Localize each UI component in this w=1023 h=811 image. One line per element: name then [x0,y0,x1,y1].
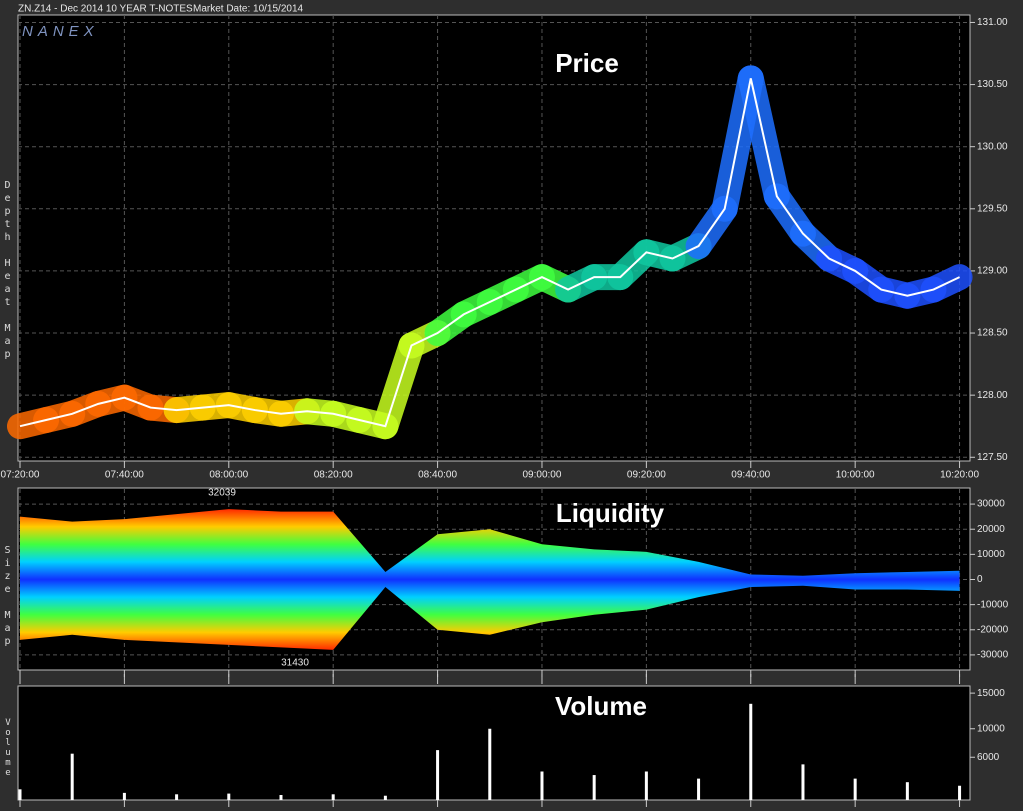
x-tick-label: 09:20:00 [627,470,666,481]
volume-bar [383,795,387,800]
x-tick-label: 10:20:00 [940,470,979,481]
market-date: Market Date: 10/15/2014 [193,4,304,15]
y-tick-label: 129.50 [977,203,1008,214]
symbol: ZN.Z14 - Dec 2014 10 YEAR T-NOTES [18,4,193,15]
volume-bar [279,795,283,800]
volume-y-label: Volume [3,718,13,778]
price-line [19,78,960,428]
volume-bar [697,778,701,800]
y-tick-label: 129.00 [977,266,1008,277]
price-y-label: Depth Heat Map [2,180,13,362]
volume-bar [18,789,22,800]
volume-bar [801,764,805,800]
y-tick-label: -10000 [977,599,1009,610]
volume-bar [853,778,857,800]
y-tick-label: 130.00 [977,141,1008,152]
x-tick-label: 08:00:00 [209,470,248,481]
x-tick-label: 09:00:00 [523,470,562,481]
brand: NANEX [22,23,99,40]
panel-title: Price [555,48,619,78]
y-tick-label: -30000 [977,650,1009,661]
annotation: 31430 [281,658,309,669]
x-tick-label: 09:40:00 [731,470,770,481]
volume-bar [436,750,440,800]
volume-bar [122,792,126,800]
y-tick-label: 30000 [977,499,1005,510]
y-tick-label: 10000 [977,549,1005,560]
volume-bar [958,785,962,800]
y-tick-label: -20000 [977,624,1009,635]
panel-title: Volume [555,691,647,721]
y-tick-label: 130.50 [977,79,1008,90]
volume-bar [644,771,648,800]
panel-title: Liquidity [556,498,665,528]
volume-bar [175,794,179,800]
liquidity-area [20,579,960,650]
volume-bar [749,703,753,800]
volume-bar [227,793,231,800]
x-tick-label: 07:20:00 [1,470,40,481]
volume-bar [592,775,596,800]
y-tick-label: 10000 [977,723,1005,734]
y-tick-label: 128.50 [977,328,1008,339]
volume-bar [70,753,74,800]
volume-bar [905,782,909,800]
x-tick-label: 07:40:00 [105,470,144,481]
y-tick-label: 131.00 [977,17,1008,28]
volume-bar [488,728,492,800]
y-tick-label: 6000 [977,752,1000,763]
y-tick-label: 15000 [977,688,1005,699]
price-panel [17,14,971,462]
liquidity-area [20,509,960,580]
volume-bar [540,771,544,800]
y-tick-label: 20000 [977,524,1005,535]
liquidity-y-label: Size Map [2,545,13,649]
y-tick-label: 0 [977,574,983,585]
volume-panel [17,685,971,801]
x-tick-label: 08:20:00 [314,470,353,481]
y-tick-label: 128.00 [977,390,1008,401]
y-tick-label: 127.50 [977,452,1008,463]
x-tick-label: 10:00:00 [836,470,875,481]
x-tick-label: 08:40:00 [418,470,457,481]
volume-bar [331,794,335,800]
annotation: 32039 [208,488,236,499]
